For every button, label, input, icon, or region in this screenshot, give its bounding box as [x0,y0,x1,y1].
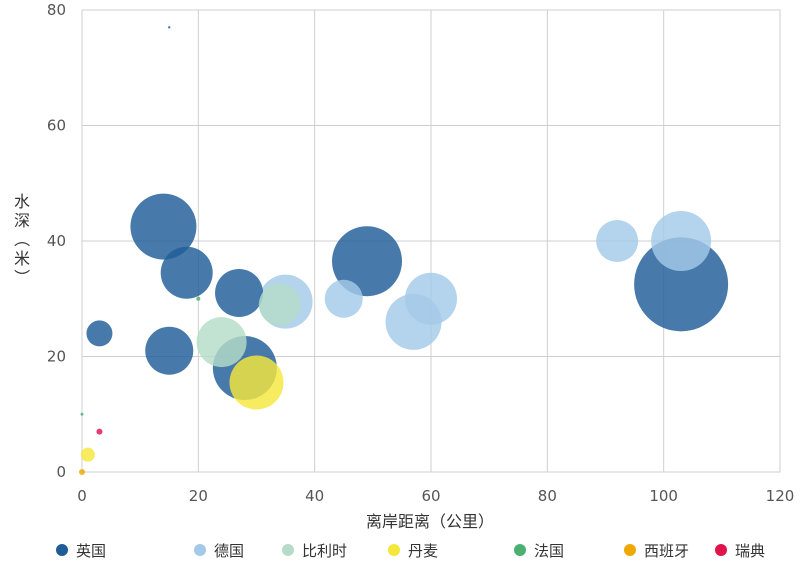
x-axis-title: 离岸距离（公里） [366,512,494,531]
legend-label: 德国 [214,542,244,560]
legend: 英国 德国 比利时 丹麦 法国 西班牙 瑞典 [56,542,765,560]
bubble-point [229,355,284,410]
bubble-point [86,320,113,347]
legend-swatch [56,544,68,556]
plot-area-border [81,9,781,473]
legend-swatch [715,544,727,556]
y-axis-title-char: ） [12,269,31,285]
bubble-point [168,26,171,29]
x-axis-ticks: 0 20 40 60 80 100 120 [77,487,794,505]
y-tick-label: 0 [56,463,66,481]
bubble-point [215,268,264,317]
y-axis-ticks: 0 20 40 60 80 [47,1,66,481]
bubble-point [79,469,85,475]
bubble-point [96,428,103,435]
bubble-point [405,272,457,325]
y-axis-title-char: 深 [14,211,30,230]
legend-swatch [624,544,636,556]
legend-label: 比利时 [302,542,347,560]
bubble-point [80,412,84,416]
legend-label: 丹麦 [408,542,438,560]
y-tick-label: 80 [47,1,66,19]
legend-label: 瑞典 [735,542,765,560]
legend-label: 英国 [76,542,106,560]
legend-label: 西班牙 [644,542,689,560]
bubble-point [80,447,95,462]
bubble-point [651,211,712,271]
legend-swatch [514,544,526,556]
bubble-point [324,279,363,318]
bubble-point [196,296,201,301]
y-axis-title-char: 米 [14,249,30,268]
x-tick-label: 120 [766,487,795,505]
y-axis-title-char: 水 [14,192,30,211]
bubble-point [196,317,247,368]
y-tick-label: 20 [47,348,66,366]
y-tick-label: 40 [47,232,66,250]
y-axis-title-char: （ [12,231,31,247]
bubble-point [596,220,639,262]
legend-swatch [282,544,294,556]
plot-frame [81,9,781,473]
x-tick-label: 20 [189,487,208,505]
legend-swatch [194,544,206,556]
legend-swatch [388,544,400,556]
bubble-point [332,226,403,297]
x-tick-label: 0 [77,487,87,505]
legend-label: 法国 [534,542,564,560]
y-tick-label: 60 [47,117,66,135]
bubbles-layer [79,26,729,475]
y-axis-title: 水深（ 米） [12,192,31,285]
x-tick-label: 80 [538,487,557,505]
bubble-point [130,193,197,260]
bubble-point [160,246,213,299]
bubble-point [634,237,729,332]
x-tick-label: 60 [421,487,440,505]
bubble-point [258,283,301,326]
x-tick-label: 100 [649,487,678,505]
x-tick-label: 40 [305,487,324,505]
bubble-point [145,326,194,375]
